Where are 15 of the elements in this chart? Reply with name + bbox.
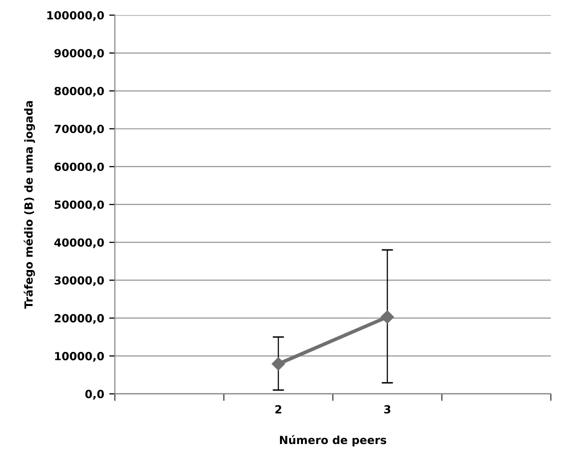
y-tick-label: 50000,0 xyxy=(54,200,104,210)
y-axis-title: Tráfego médio (B) de uma jogada xyxy=(24,101,35,309)
y-tick-label: 60000,0 xyxy=(54,162,104,172)
y-tick-label: 80000,0 xyxy=(54,86,104,97)
y-tick-label: 90000,0 xyxy=(54,48,104,59)
y-tick-label: 20000,0 xyxy=(54,314,104,324)
y-tick-label: 0,0 xyxy=(85,390,104,400)
y-tick-label: 10000,0 xyxy=(55,352,104,362)
y-tick-label: 100000,0 xyxy=(47,11,104,21)
y-tick-label: 30000,0 xyxy=(54,276,104,286)
x-axis-title: Número de peers xyxy=(280,435,386,446)
x-tick-label: 2 xyxy=(275,405,282,414)
x-tick-label: 3 xyxy=(384,405,390,414)
y-tick-label: 40000,0 xyxy=(54,238,104,248)
y-tick-label: 70000,0 xyxy=(54,124,104,135)
